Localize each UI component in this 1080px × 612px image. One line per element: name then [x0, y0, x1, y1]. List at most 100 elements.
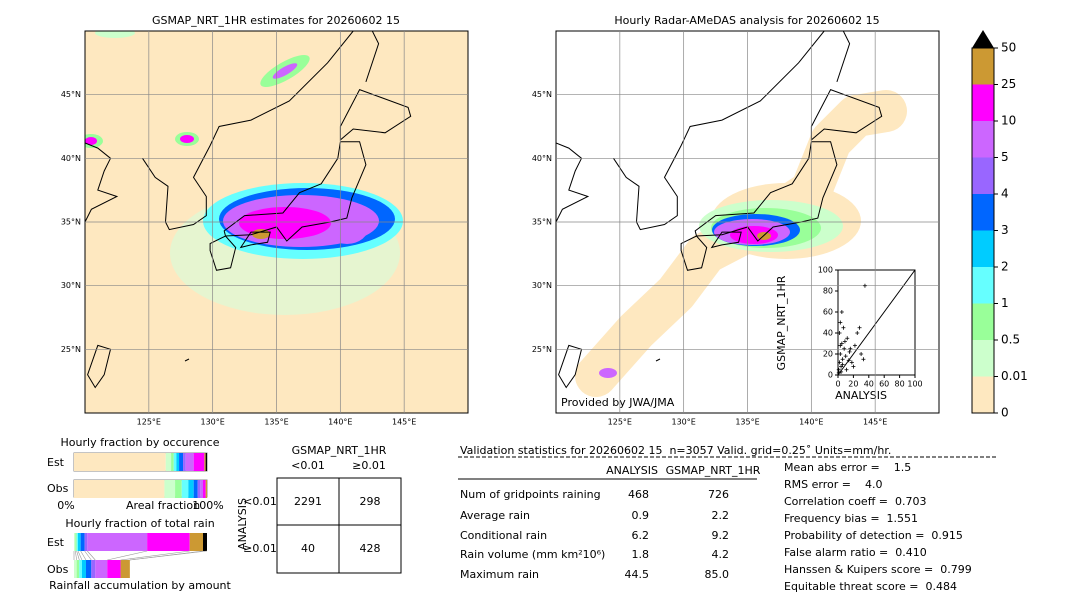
bar-segment: [87, 533, 148, 551]
axis-label: 0%: [57, 499, 74, 512]
scatter-point: [851, 364, 856, 369]
analysis-value: 6.2: [632, 529, 650, 542]
lon-tick-label: 130°E: [201, 418, 225, 427]
colorbar-segment: [972, 230, 994, 267]
bar-segment: [107, 560, 121, 578]
colorbar-segment: [972, 194, 994, 231]
score: Mean abs error = 1.5: [784, 461, 911, 474]
bar-segment: [95, 560, 108, 578]
scatter-point: [837, 360, 842, 365]
map-title: Hourly Radar-AMeDAS analysis for 2026060…: [614, 14, 879, 27]
link-line: [84, 550, 92, 561]
bar-segment: [147, 533, 190, 551]
link-line: [87, 550, 96, 561]
lon-tick-label: 125°E: [137, 418, 161, 427]
bar-segment: [84, 533, 88, 551]
bar-segment: [200, 480, 204, 498]
scatter-point: [838, 343, 843, 348]
scatter-point: [857, 325, 862, 330]
lon-tick-label: 145°E: [863, 418, 887, 427]
scatter-point: [840, 362, 845, 367]
bar-segment: [193, 453, 205, 471]
colorbar-segment: [972, 121, 994, 158]
colorbar-segment: [972, 48, 994, 85]
row-label: Average rain: [460, 509, 530, 522]
row-label: Est: [47, 456, 65, 469]
analysis-value: 1.8: [632, 548, 650, 561]
diagonal: [837, 269, 916, 376]
row-label: Rain volume (mm km²10⁶): [460, 548, 605, 561]
total-rain-footer: Rainfall accumulation by amount: [49, 579, 231, 592]
estimate-map: [85, 31, 468, 413]
score: Correlation coeff = 0.703: [784, 495, 926, 508]
scatter-point: [848, 346, 853, 351]
bar-segment: [173, 453, 177, 471]
scatter-point: [839, 364, 844, 369]
row-label: Conditional rain: [460, 529, 547, 542]
column-header: ANALYSIS: [606, 464, 658, 477]
bar-segment: [164, 480, 176, 498]
bar-segment: [74, 533, 76, 551]
occurrence-title: Hourly fraction by occurence: [61, 436, 220, 449]
row-label: Maximum rain: [460, 568, 539, 581]
lon-tick-label: 145°E: [392, 418, 416, 427]
scatter-point: [844, 367, 849, 372]
bar-segment: [171, 453, 174, 471]
scatter-point: [839, 341, 844, 346]
x-tick-label: 80: [895, 380, 905, 389]
scatter-point: [840, 357, 845, 362]
map-title: GSMAP_NRT_1HR estimates for 20260602 15: [152, 14, 400, 27]
bar-segment: [203, 533, 207, 551]
colorbar-segment: [972, 84, 994, 121]
x-tick-label: 100: [907, 380, 922, 389]
scatter-point: [838, 320, 843, 325]
scatter-point: [841, 325, 846, 330]
colorbar-label: 0.01: [1001, 369, 1028, 383]
gsmap-value: 4.2: [712, 548, 730, 561]
scatter-point: [847, 349, 852, 354]
scatter-point: [843, 354, 848, 359]
colorbar-segment: [972, 157, 994, 194]
scatter-point: [837, 331, 842, 335]
bar-segment: [79, 560, 82, 578]
bar-segment: [179, 453, 184, 471]
col-label: ≥0.01: [352, 459, 386, 472]
bar-segment: [188, 480, 194, 498]
lat-tick-label: 40°N: [532, 154, 552, 163]
bar-segment: [85, 560, 92, 578]
colorbar-label: 3: [1001, 223, 1009, 237]
lat-tick-label: 40°N: [61, 154, 81, 163]
colorbar-segment: [972, 340, 994, 377]
gsmap-value: 85.0: [705, 568, 730, 581]
lon-tick-label: 125°E: [608, 418, 632, 427]
scatter-point: [862, 283, 867, 288]
analysis-value: 44.5: [625, 568, 650, 581]
row-label: <0.01: [243, 495, 277, 508]
link-line: [77, 550, 83, 561]
scatter-point: [855, 331, 860, 335]
link-line: [75, 550, 77, 561]
col-label: <0.01: [291, 459, 325, 472]
link-line: [120, 550, 190, 561]
cell: 40: [301, 542, 315, 555]
x-tick-label: 20: [848, 380, 858, 389]
bar-segment: [193, 480, 198, 498]
score: Hanssen & Kuipers score = 0.799: [784, 563, 972, 576]
bar-segment: [181, 480, 189, 498]
scatter-point: [839, 310, 844, 314]
bar-segment: [205, 480, 207, 498]
colorbar-label: 5: [1001, 150, 1009, 164]
bar-segment: [183, 453, 186, 471]
bar-segment: [189, 533, 204, 551]
lon-tick-label: 135°E: [735, 418, 759, 427]
row-label: Obs: [47, 482, 69, 495]
analysis-value: 0.9: [632, 509, 650, 522]
colorbar-label: 0: [1001, 406, 1009, 420]
bar-segment: [76, 533, 78, 551]
bar-segment: [185, 453, 194, 471]
scatter-point: [838, 352, 843, 356]
axis-label: 100%: [192, 499, 223, 512]
credit: Provided by JWA/JMA: [561, 396, 675, 409]
bar-segment: [204, 453, 206, 471]
scatter-point: [839, 369, 844, 374]
